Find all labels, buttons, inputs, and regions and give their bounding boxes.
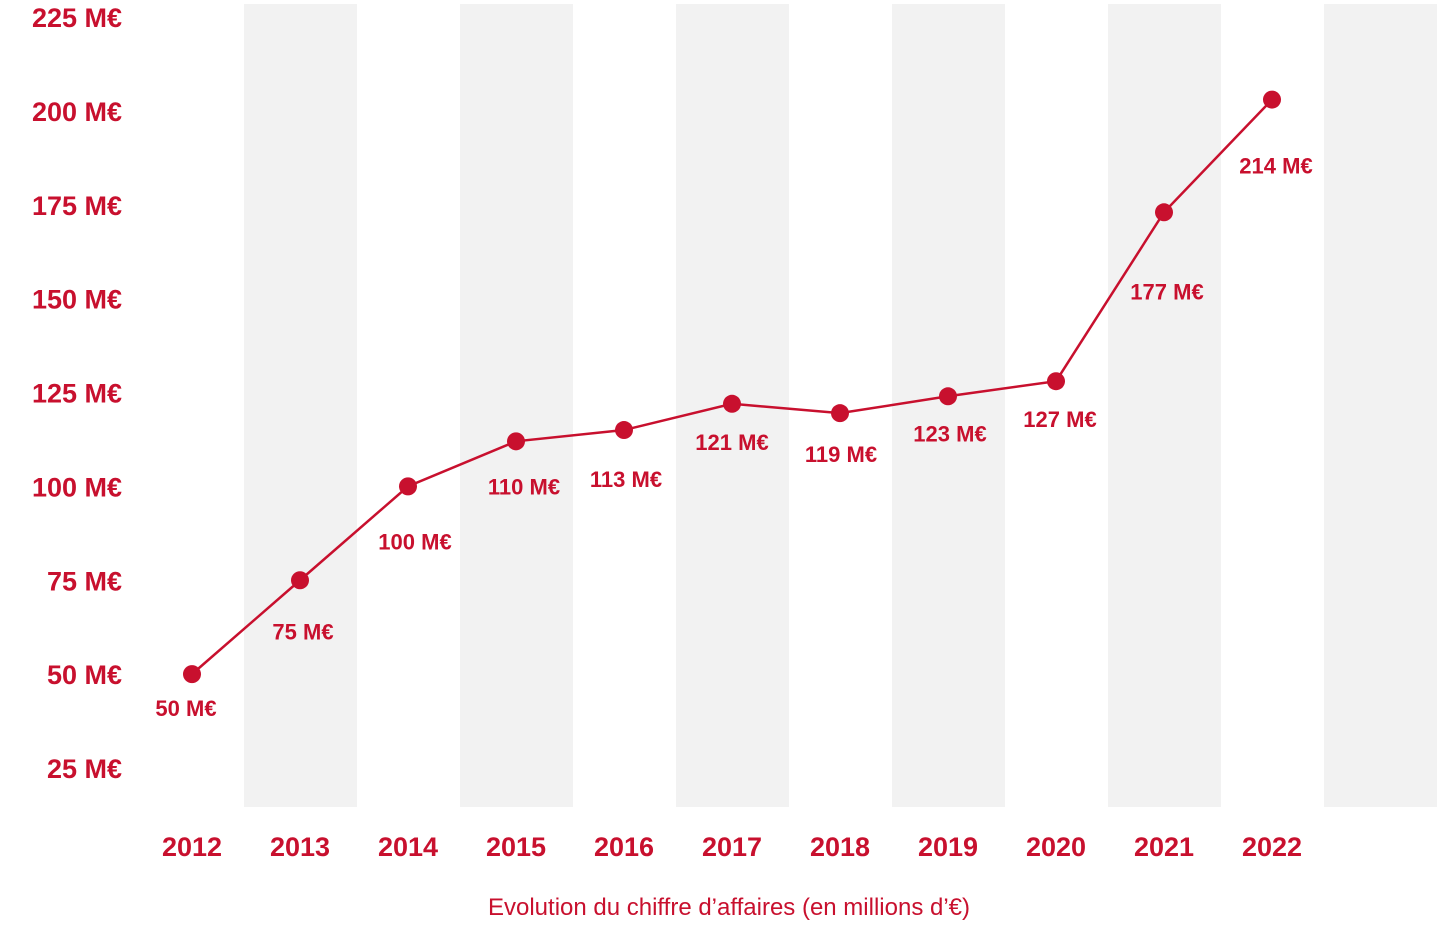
y-tick-label: 200 M€ [32, 97, 122, 127]
data-point [723, 394, 741, 413]
y-tick-label: 50 M€ [47, 660, 122, 690]
x-tick-label: 2016 [594, 832, 654, 862]
data-point [1155, 203, 1173, 222]
data-point [183, 665, 201, 684]
background-band [1108, 4, 1221, 807]
data-point [831, 404, 849, 423]
data-point [1263, 90, 1281, 109]
data-label: 121 M€ [695, 430, 768, 455]
data-point [1047, 372, 1065, 391]
x-tick-label: 2012 [162, 832, 222, 862]
data-label: 50 M€ [155, 696, 216, 721]
chart-caption: Evolution du chiffre d’affaires (en mill… [488, 894, 970, 921]
y-axis: 25 M€ 50 M€ 75 M€ 100 M€ 125 M€ 150 M€ 175 M€ 2… [32, 3, 122, 784]
background-band [460, 4, 573, 807]
x-tick-label: 2021 [1134, 832, 1194, 862]
y-tick-label: 125 M€ [32, 379, 122, 409]
x-tick-label: 2014 [378, 832, 438, 862]
data-point [507, 432, 525, 451]
data-point [939, 387, 957, 406]
data-point [399, 477, 417, 496]
data-label: 177 M€ [1130, 279, 1203, 304]
revenue-series [183, 90, 1281, 684]
data-label: 110 M€ [488, 474, 560, 499]
data-labels: 50 M€ 75 M€ 100 M€ 110 M€ 113 M€ 121 M€ 119 M€… [155, 154, 1312, 722]
data-label: 119 M€ [805, 442, 877, 467]
data-label: 100 M€ [378, 529, 451, 554]
x-axis: 2012 2013 2014 2015 2016 2017 2018 2019 2020 2021… [162, 832, 1302, 862]
x-tick-label: 2019 [918, 832, 978, 862]
x-tick-label: 2018 [810, 832, 870, 862]
x-tick-label: 2017 [702, 832, 762, 862]
y-tick-label: 150 M€ [32, 285, 122, 315]
x-tick-label: 2015 [486, 832, 546, 862]
y-tick-label: 25 M€ [47, 754, 122, 784]
y-tick-label: 175 M€ [32, 191, 122, 221]
background-band [244, 4, 357, 807]
background-band [892, 4, 1005, 807]
data-label: 214 M€ [1239, 154, 1312, 179]
y-tick-label: 225 M€ [32, 3, 122, 33]
data-point [291, 571, 309, 590]
data-label: 113 M€ [590, 467, 662, 492]
data-label: 123 M€ [913, 421, 986, 446]
y-tick-label: 75 M€ [47, 566, 122, 596]
y-tick-label: 100 M€ [32, 472, 122, 502]
background-band [1324, 4, 1437, 807]
x-tick-label: 2020 [1026, 832, 1086, 862]
data-label: 127 M€ [1023, 407, 1096, 432]
x-tick-label: 2013 [270, 832, 330, 862]
background-bands [244, 4, 1437, 807]
x-tick-label: 2022 [1242, 832, 1302, 862]
data-point [615, 421, 633, 440]
data-label: 75 M€ [272, 619, 333, 644]
